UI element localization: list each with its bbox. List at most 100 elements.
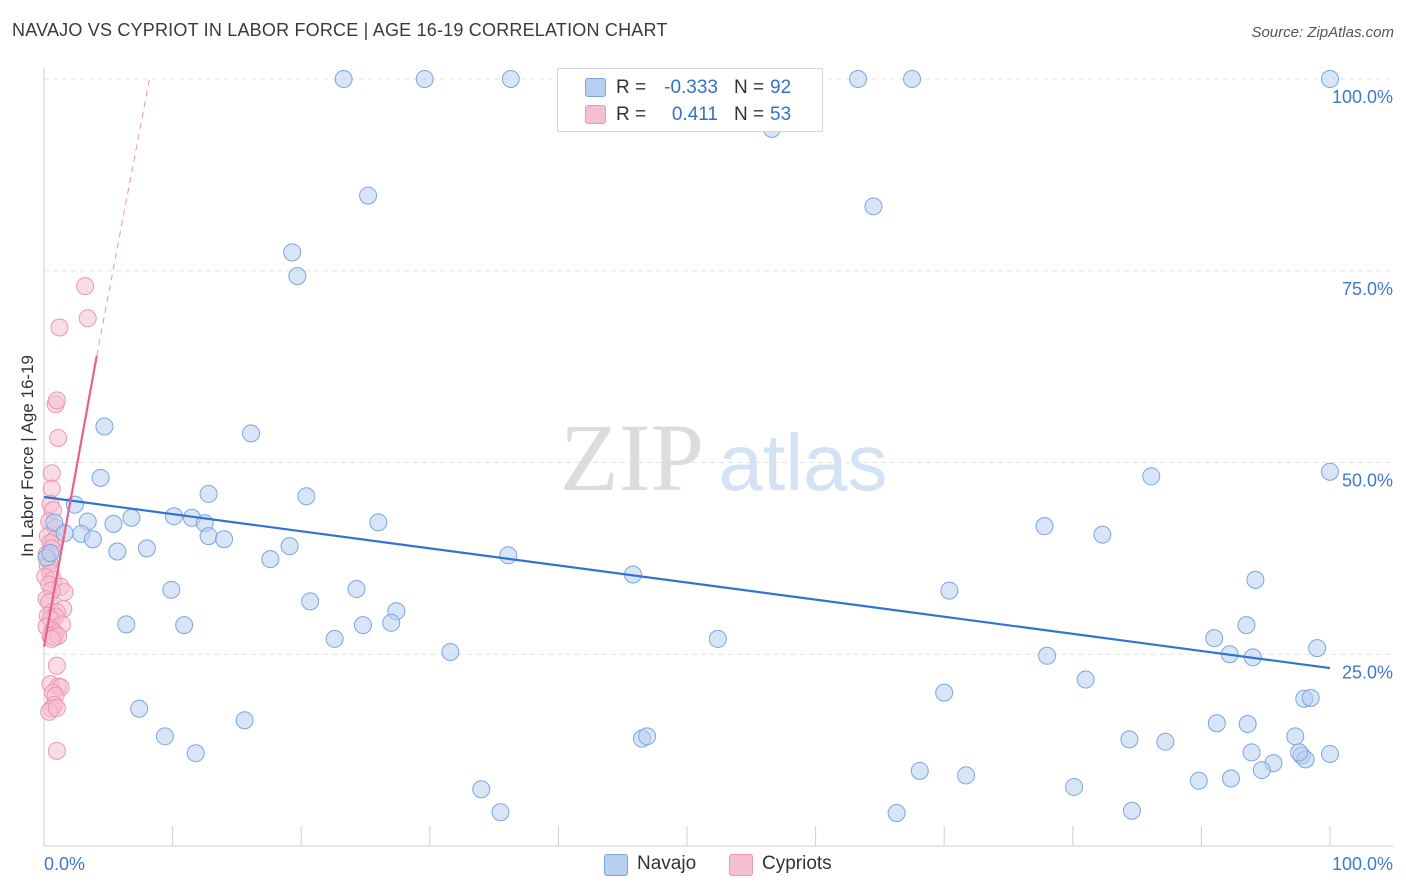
navajo-point <box>83 530 102 549</box>
navajo-point <box>261 550 280 569</box>
cypriot-trend-line <box>42 355 98 647</box>
navajo-point <box>1301 688 1320 707</box>
navajo-point <box>334 70 353 88</box>
cypriot-legend-label: Cypriots <box>762 853 832 874</box>
cypriot-point <box>47 741 66 760</box>
navajo-point <box>186 744 205 763</box>
navajo-point <box>864 197 883 216</box>
cypriot-legend-swatch <box>729 854 753 876</box>
navajo-point <box>1221 769 1240 788</box>
navajo-point <box>1035 517 1054 536</box>
navajo-point <box>1237 616 1256 635</box>
cypriot-trend-extension <box>96 78 150 356</box>
cypriot-point <box>50 318 69 337</box>
watermark-atlas: atlas <box>719 418 888 507</box>
navajo-point <box>1321 462 1339 481</box>
navajo-point <box>215 530 234 549</box>
navajo-point <box>499 546 518 565</box>
axis-labels: 25.0% 50.0% 75.0% 100.0% 0.0% 100.0% In Labor … <box>18 87 1393 874</box>
navajo-point <box>155 727 174 746</box>
navajo-point <box>122 508 141 527</box>
cypriot-points <box>36 277 97 760</box>
navajo-point <box>501 70 520 88</box>
cypriot-r-value: 0.411 <box>671 104 718 125</box>
cypriot-point <box>42 464 61 483</box>
navajo-r-label: R = <box>616 77 647 98</box>
navajo-point <box>472 780 491 799</box>
navajo-point <box>353 616 372 635</box>
navajo-point <box>935 683 954 702</box>
navajo-point <box>1207 714 1226 733</box>
cypriot-n-label: N = <box>734 104 765 125</box>
navajo-point <box>708 629 727 648</box>
y-axis-label: In Labor Force | Age 16-19 <box>18 355 37 557</box>
y-tick-label: 25.0% <box>1342 662 1393 682</box>
watermark: ZIP atlas <box>560 404 887 511</box>
watermark-zip: ZIP <box>560 404 704 511</box>
navajo-point <box>1246 570 1265 589</box>
navajo-point <box>104 514 123 533</box>
navajo-point <box>1286 727 1305 746</box>
navajo-point <box>130 699 149 718</box>
x-tick-label-max: 100.0% <box>1332 854 1393 874</box>
navajo-point <box>1156 732 1175 751</box>
cypriot-point <box>47 391 66 410</box>
navajo-point <box>301 592 320 611</box>
series-legend: Navajo Cypriots <box>0 852 1406 878</box>
navajo-legend-swatch <box>604 854 628 876</box>
stats-legend: R = -0.333 N = 92 R = 0.411 N = 53 <box>557 68 823 132</box>
navajo-point <box>175 616 194 635</box>
navajo-point <box>369 513 388 532</box>
navajo-point <box>162 580 181 599</box>
navajo-point <box>199 484 218 503</box>
navajo-point <box>137 539 156 558</box>
navajo-point <box>887 804 906 823</box>
chart-title: NAVAJO VS CYPRIOT IN LABOR FORCE | AGE 1… <box>12 20 668 40</box>
navajo-point <box>1065 777 1084 796</box>
navajo-point <box>280 537 299 556</box>
source-label: Source: ZipAtlas.com <box>1251 24 1394 41</box>
navajo-point <box>117 615 136 634</box>
navajo-point <box>1242 743 1261 762</box>
navajo-point <box>1252 761 1271 780</box>
legend-row-navajo: R = -0.333 N = 92 <box>558 73 822 101</box>
navajo-point <box>347 580 366 599</box>
navajo-points <box>37 70 1339 823</box>
navajo-point <box>382 613 401 632</box>
navajo-point <box>1189 771 1208 790</box>
navajo-point <box>1321 70 1339 88</box>
navajo-point <box>41 544 60 563</box>
navajo-point <box>199 527 218 546</box>
navajo-point <box>95 417 114 436</box>
navajo-point <box>235 711 254 730</box>
cypriot-point <box>49 428 68 447</box>
cypriot-n-value: 53 <box>770 104 792 125</box>
cypriot-point <box>76 277 95 296</box>
x-tick-label-min: 0.0% <box>44 854 85 874</box>
navajo-point <box>108 542 127 561</box>
navajo-point <box>957 766 976 785</box>
navajo-legend-label: Navajo <box>637 853 697 874</box>
navajo-point <box>415 70 434 88</box>
trend-lines <box>42 78 1331 670</box>
navajo-point <box>297 487 316 506</box>
navajo-r-value: -0.333 <box>664 77 718 98</box>
cypriot-r-label: R = <box>616 104 647 125</box>
y-tick-label: 50.0% <box>1342 471 1393 491</box>
cypriot-point <box>78 309 97 328</box>
navajo-point <box>359 186 378 205</box>
legend-row-cypriots: R = 0.411 N = 53 <box>558 100 822 128</box>
navajo-point <box>1142 467 1161 486</box>
navajo-point <box>910 761 929 780</box>
cypriot-point <box>47 656 66 675</box>
cypriot-point <box>42 629 61 648</box>
navajo-point <box>1122 801 1141 820</box>
navajo-point <box>638 727 657 746</box>
navajo-point <box>1321 744 1339 763</box>
navajo-point <box>1093 525 1112 544</box>
navajo-point <box>1120 730 1139 749</box>
navajo-point <box>1308 639 1327 658</box>
navajo-point <box>283 243 302 262</box>
navajo-point <box>491 803 510 822</box>
